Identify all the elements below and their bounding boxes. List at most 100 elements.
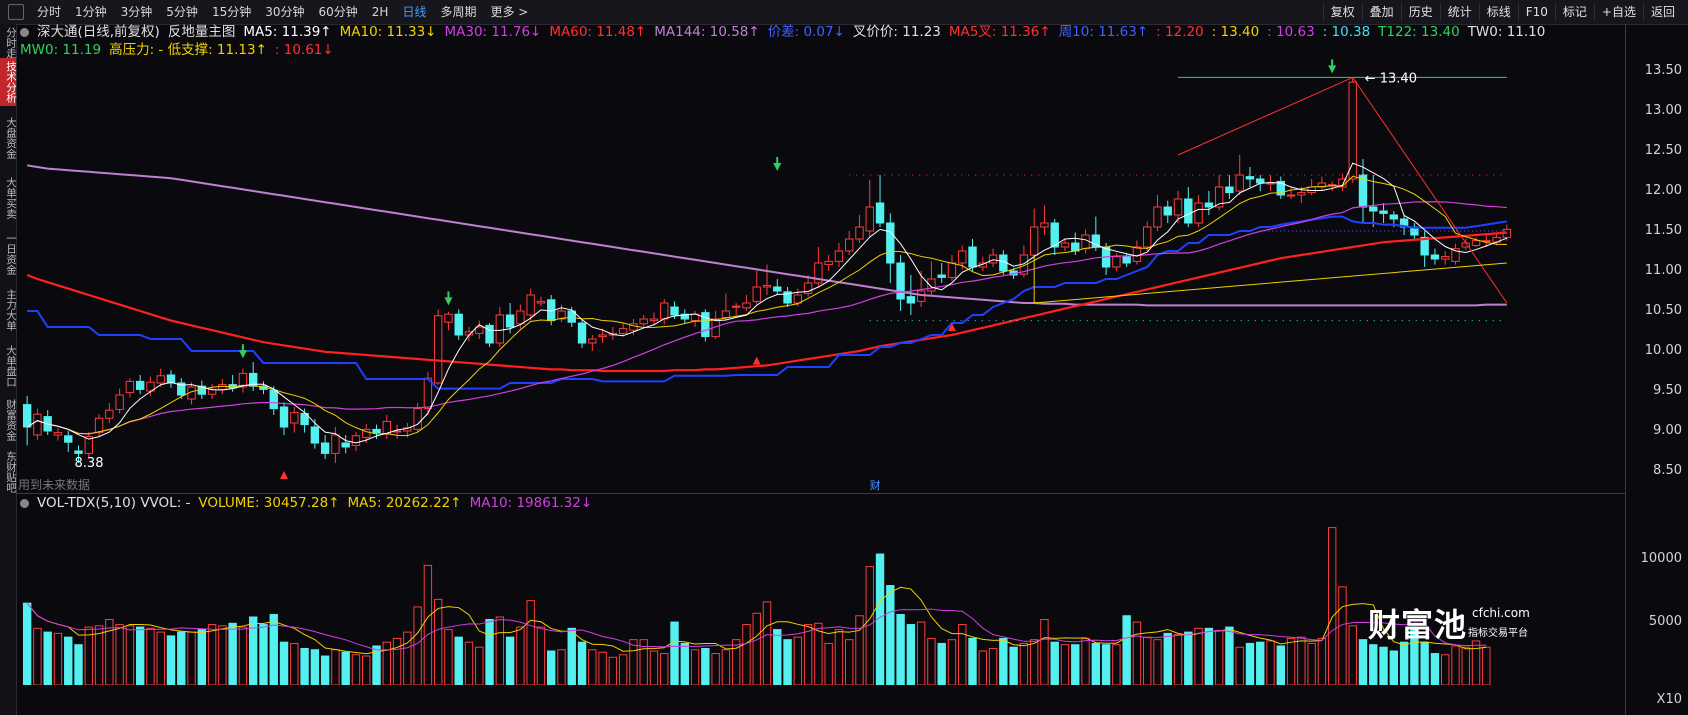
toolbar-button-1[interactable]: 叠加: [1361, 3, 1401, 21]
price-tick-7: 10.00: [1644, 343, 1682, 358]
tab-7[interactable]: 2H: [371, 5, 389, 19]
support-line: [1034, 262, 1507, 304]
tab-8[interactable]: 日线: [402, 5, 427, 19]
candle-body: [1153, 206, 1162, 228]
price-tick-1: 13.00: [1644, 103, 1682, 118]
price-tick-10: 8.50: [1653, 463, 1682, 478]
candle-body: [670, 306, 679, 316]
volume-bar: [886, 585, 895, 685]
sidebar-item-2[interactable]: 大盘资金: [5, 117, 17, 159]
volume-bar: [84, 626, 93, 685]
tab-2[interactable]: 3分钟: [120, 5, 153, 19]
candle-body: [639, 318, 648, 325]
period-tabs: 分时 1分钟 3分钟 5分钟 15分钟 30分钟 60分钟 2H 日线 多周期 更多 >: [30, 3, 535, 21]
candle-body: [454, 313, 463, 336]
candle-body: [341, 442, 350, 448]
volume-bar: [1327, 527, 1337, 685]
volume-bar: [1482, 646, 1491, 685]
tab-6[interactable]: 60分钟: [318, 5, 358, 19]
sidebar-item-6[interactable]: 大单盘口: [5, 345, 17, 387]
toolbar-button-3[interactable]: 统计: [1439, 3, 1479, 21]
sidebar-item-5[interactable]: 主力大单: [5, 289, 17, 331]
volrow-value-2: MA5: 20262.22↑: [347, 495, 462, 511]
volume-bar: [660, 653, 669, 685]
row1-value-3: MA10: 11.33↓: [339, 24, 437, 40]
vol-tick-0: 10000: [1640, 551, 1682, 567]
volume-bar: [351, 654, 361, 685]
tab-1[interactable]: 1分钟: [75, 5, 107, 19]
volume-bar: [475, 646, 484, 685]
volume-bar: [279, 641, 289, 685]
price-tick-0: 13.50: [1644, 63, 1682, 78]
volume-bar: [197, 629, 207, 685]
volume-bar: [1410, 626, 1419, 685]
volume-bar: [146, 627, 155, 685]
volume-bar: [1153, 639, 1162, 685]
toolbar-button-7[interactable]: +自选: [1593, 3, 1643, 21]
candle-body: [588, 338, 597, 344]
toolbar-button-0[interactable]: 复权: [1322, 3, 1362, 21]
ma60-line: [26, 231, 1507, 373]
tab-9[interactable]: 多周期: [440, 5, 477, 19]
candle-body: [1441, 256, 1450, 260]
volume-bar: [33, 627, 42, 685]
sidebar-item-3[interactable]: 大单买卖: [5, 177, 17, 219]
volume-bar: [1420, 641, 1429, 685]
menu-square-icon[interactable]: [8, 4, 24, 20]
sidebar-item-8[interactable]: 东财贴吧: [5, 451, 17, 493]
volume-bar: [1245, 642, 1255, 685]
volume-bar: [598, 651, 607, 685]
volume-bar: [1338, 586, 1347, 685]
volume-bar: [588, 649, 597, 685]
candle-body: [218, 384, 227, 390]
candlestick-chart[interactable]: ← 13.40 8.38 用到未来数据 财: [16, 55, 1626, 495]
volume-bar: [855, 615, 864, 685]
tab-3[interactable]: 5分钟: [166, 5, 198, 19]
toolbar-button-5[interactable]: F10: [1517, 3, 1555, 21]
candle-body: [762, 284, 772, 288]
collapse-icon[interactable]: [20, 27, 29, 37]
toolbar-button-6[interactable]: 标记: [1554, 3, 1594, 21]
candle-body: [105, 409, 114, 419]
volume-chart[interactable]: [16, 515, 1626, 685]
sidebar-item-7[interactable]: 财富资金: [5, 399, 17, 441]
candle-body: [773, 286, 782, 292]
volume-bar: [341, 651, 350, 685]
tab-4[interactable]: 15分钟: [211, 5, 252, 19]
tab-0[interactable]: 分时: [37, 5, 62, 19]
candle-body: [94, 417, 104, 434]
toolbar-button-8[interactable]: 返回: [1642, 3, 1682, 21]
sidebar-item-4[interactable]: 一日资金: [5, 233, 17, 275]
row1-value-15: T122: 13.40: [1378, 24, 1460, 40]
volume-bar: [742, 624, 751, 685]
candle-body: [290, 412, 299, 424]
tab-5[interactable]: 30分钟: [265, 5, 305, 19]
watermark-brand: 财富池: [1368, 606, 1468, 644]
price-tick-4: 11.50: [1644, 223, 1682, 238]
volume-bar: [1266, 640, 1275, 685]
toolbar-button-2[interactable]: 历史: [1400, 3, 1440, 21]
collapse-icon[interactable]: [20, 498, 29, 508]
candle-body: [372, 428, 381, 434]
volume-bar: [1256, 641, 1265, 685]
tab-10[interactable]: 更多 >: [490, 5, 529, 19]
sidebar-item-1[interactable]: 技术分析: [0, 58, 17, 106]
toolbar-button-4[interactable]: 标线: [1478, 3, 1518, 21]
volume-bar: [1471, 640, 1481, 685]
candle-body: [300, 412, 309, 426]
price-tick-5: 11.00: [1644, 263, 1682, 278]
volume-bar: [988, 647, 998, 685]
candle-body: [1214, 186, 1224, 208]
candle-body: [1050, 222, 1059, 248]
volume-bar: [845, 639, 854, 685]
candle-body: [1235, 174, 1244, 192]
candle-body: [937, 274, 946, 278]
candle-body: [1430, 254, 1440, 260]
candle-body: [629, 323, 638, 331]
volume-bar: [1214, 630, 1224, 685]
volume-bar: [259, 624, 268, 685]
volume-bar: [495, 616, 505, 685]
candle-body: [351, 435, 361, 446]
candle-body: [721, 310, 731, 318]
volume-bar: [74, 644, 83, 685]
